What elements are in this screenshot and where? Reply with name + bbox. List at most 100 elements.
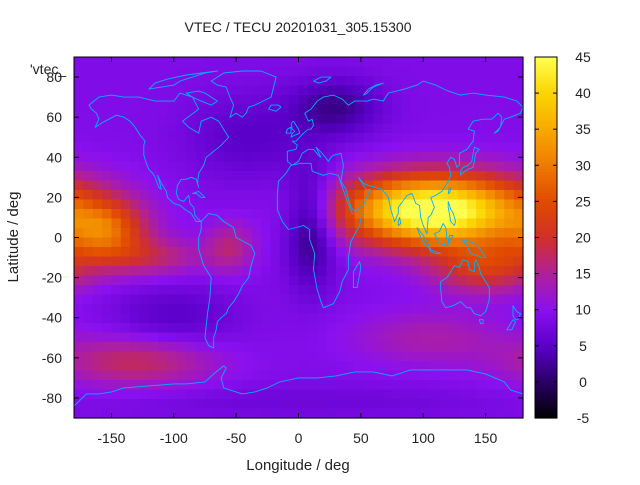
colorbar-segment [535, 396, 557, 401]
heatmap-cell [242, 218, 253, 229]
heatmap-cell [167, 66, 178, 77]
heatmap-cell [74, 266, 84, 277]
heatmap-cell [120, 209, 131, 220]
heatmap-cell [176, 332, 187, 343]
heatmap-cell [111, 133, 122, 144]
heatmap-cell [223, 152, 234, 163]
heatmap-cell [485, 171, 496, 182]
heatmap-cell [513, 256, 524, 267]
heatmap-cell [176, 275, 187, 286]
heatmap-cell [139, 114, 150, 125]
heatmap-cell [242, 142, 253, 153]
heatmap-cell [223, 323, 234, 334]
heatmap-cell [401, 380, 412, 391]
heatmap-cell [130, 389, 141, 400]
heatmap-cell [158, 85, 169, 96]
heatmap-cell [251, 85, 262, 96]
heatmap-cell [485, 323, 496, 334]
heatmap-cell [345, 114, 356, 125]
heatmap-cell [261, 313, 272, 324]
heatmap-cell [92, 218, 103, 229]
heatmap-cell [83, 171, 94, 182]
heatmap-cell [92, 294, 103, 305]
heatmap-cell [373, 361, 384, 372]
heatmap-cell [457, 294, 468, 305]
heatmap-cell [392, 237, 402, 248]
heatmap-cell [420, 370, 431, 381]
heatmap-cell [410, 228, 421, 239]
heatmap-cell [410, 209, 421, 220]
heatmap-cell [139, 266, 150, 277]
heatmap-cell [279, 247, 290, 258]
heatmap-cell [279, 285, 290, 296]
heatmap-cell [429, 275, 440, 286]
colorbar-segment [535, 219, 557, 224]
heatmap-cell [223, 399, 234, 410]
heatmap-cell [335, 332, 346, 343]
heatmap-cell [504, 133, 515, 144]
heatmap-cell [186, 304, 197, 315]
heatmap-cell [363, 133, 374, 144]
heatmap-cell [158, 152, 169, 163]
heatmap-cell [326, 313, 337, 324]
heatmap-cell [223, 294, 234, 305]
heatmap-cell [476, 370, 487, 381]
heatmap-cell [270, 57, 281, 68]
x-tick-label: 100 [412, 430, 436, 446]
heatmap-cell [251, 389, 262, 400]
heatmap-cell [261, 323, 272, 334]
heatmap-cell [298, 266, 309, 277]
heatmap-cell [214, 351, 225, 362]
heatmap-cell [307, 114, 318, 125]
heatmap-cell [476, 142, 487, 153]
heatmap-cell [335, 66, 346, 77]
heatmap-cell [120, 218, 131, 229]
heatmap-cell [438, 142, 449, 153]
heatmap-cell [204, 104, 215, 115]
heatmap-cell [307, 171, 318, 182]
heatmap-cell [363, 161, 374, 172]
heatmap-cell [111, 57, 122, 68]
heatmap-cell [457, 342, 468, 353]
colorbar-segment [535, 354, 557, 359]
heatmap-cell [335, 304, 346, 315]
heatmap-cell [363, 218, 374, 229]
heatmap-cell [448, 133, 459, 144]
heatmap-cell [111, 389, 122, 400]
heatmap-cell [513, 180, 524, 191]
colorbar-segment [535, 258, 557, 263]
colorbar-segment [535, 207, 557, 212]
heatmap-cell [307, 342, 318, 353]
colorbar-segment [535, 321, 557, 326]
heatmap-cell [167, 332, 178, 343]
heatmap-cell [102, 370, 113, 381]
heatmap-cell [438, 266, 449, 277]
heatmap-cell [420, 294, 431, 305]
heatmap-cell [382, 304, 393, 315]
heatmap-cell [466, 123, 477, 134]
heatmap-cell [261, 190, 272, 201]
heatmap-cell [186, 190, 197, 201]
heatmap-cell [429, 95, 440, 106]
heatmap-cell [102, 199, 113, 210]
heatmap-cell [279, 342, 290, 353]
heatmap-cell [92, 313, 103, 324]
heatmap-cell [148, 275, 159, 286]
heatmap-cell [279, 133, 290, 144]
heatmap-cell [223, 123, 234, 134]
heatmap-cell [448, 408, 459, 419]
heatmap-cell [167, 266, 178, 277]
heatmap-cell [233, 294, 243, 305]
heatmap-cell [504, 351, 515, 362]
heatmap-cell [345, 66, 356, 77]
heatmap-cell [289, 389, 300, 400]
heatmap-cell [214, 266, 225, 277]
colorbar-segment [535, 237, 557, 242]
heatmap-cell [83, 95, 94, 106]
heatmap-cell [251, 171, 262, 182]
heatmap-cell [130, 123, 141, 134]
heatmap-cell [251, 313, 262, 324]
heatmap-cell [120, 152, 131, 163]
heatmap-cell [111, 247, 122, 258]
heatmap-cell [466, 399, 477, 410]
